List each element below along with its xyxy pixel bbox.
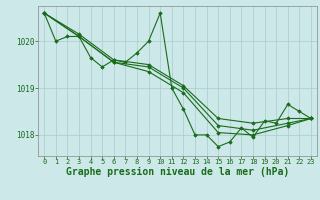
X-axis label: Graphe pression niveau de la mer (hPa): Graphe pression niveau de la mer (hPa) — [66, 167, 289, 177]
